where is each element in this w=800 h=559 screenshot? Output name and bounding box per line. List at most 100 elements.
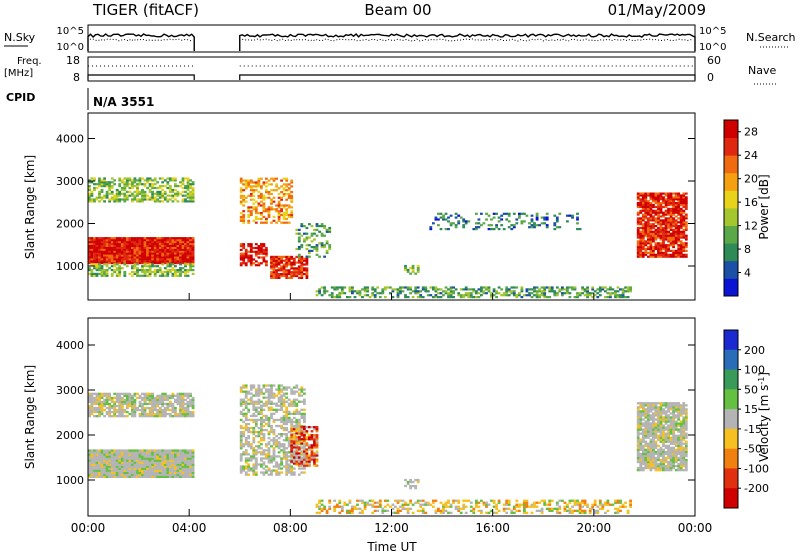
heatmap-cell	[166, 456, 169, 458]
heatmap-cell	[569, 286, 572, 288]
heatmap-cell	[298, 421, 301, 423]
heatmap-cell	[169, 252, 172, 254]
heatmap-cell	[263, 451, 266, 453]
heatmap-cell	[184, 399, 187, 401]
heatmap-cell	[660, 210, 663, 212]
heatmap-cell	[290, 185, 293, 187]
heatmap-cell	[652, 206, 655, 208]
heatmap-cell	[672, 219, 675, 221]
heatmap-cell	[93, 273, 96, 275]
heatmap-cell	[250, 388, 253, 390]
heatmap-cell	[414, 292, 417, 294]
heatmap-cell	[164, 399, 167, 401]
heatmap-cell	[341, 508, 344, 510]
heatmap-cell	[131, 258, 134, 260]
heatmap-cell	[250, 195, 253, 197]
heatmap-cell	[419, 504, 422, 506]
heatmap-cell	[465, 512, 468, 514]
heatmap-cell	[432, 502, 435, 504]
heatmap-cell	[300, 401, 303, 403]
heatmap-cell	[526, 290, 529, 292]
heatmap-cell	[136, 453, 139, 455]
heatmap-cell	[655, 233, 658, 235]
heatmap-cell	[106, 183, 109, 185]
heatmap-cell	[98, 403, 101, 405]
heatmap-cell	[300, 275, 303, 277]
heatmap-cell	[164, 197, 167, 199]
heatmap-cell	[164, 251, 167, 253]
heatmap-cell	[250, 260, 253, 262]
heatmap-cell	[129, 183, 132, 185]
heatmap-cell	[351, 292, 354, 294]
heatmap-cell	[295, 409, 298, 411]
heatmap-cell	[331, 296, 334, 298]
heatmap-cell	[111, 470, 114, 472]
heatmap-cell	[93, 407, 96, 409]
heatmap-cell	[326, 231, 329, 233]
heatmap-cell	[156, 476, 159, 478]
heatmap-cell	[288, 269, 291, 271]
heatmap-cell	[161, 474, 164, 476]
heatmap-cell	[101, 241, 104, 243]
heatmap-cell	[440, 292, 443, 294]
nsearch-trace	[88, 39, 693, 41]
heatmap-cell	[177, 415, 180, 417]
heatmap-cell	[677, 217, 680, 219]
heatmap-cell	[255, 415, 258, 417]
heatmap-cell	[154, 474, 157, 476]
heatmap-cell	[295, 269, 298, 271]
heatmap-cell	[465, 292, 468, 294]
heatmap-cell	[149, 407, 152, 409]
heatmap-cell	[184, 395, 187, 397]
heatmap-cell	[558, 213, 561, 215]
heatmap-cell	[174, 468, 177, 470]
heatmap-cell	[108, 251, 111, 253]
heatmap-cell	[166, 256, 169, 258]
heatmap-cell	[101, 258, 104, 260]
heatmap-cell	[129, 393, 132, 395]
heatmap-cell	[321, 286, 324, 288]
heatmap-cell	[108, 476, 111, 478]
heatmap-cell	[139, 198, 142, 200]
heatmap-cell	[182, 262, 185, 264]
heatmap-cell	[136, 393, 139, 395]
heatmap-cell	[660, 194, 663, 196]
heatmap-cell	[399, 290, 402, 292]
heatmap-cell	[144, 254, 147, 256]
heatmap-cell	[288, 204, 291, 206]
heatmap-cell	[149, 249, 152, 251]
heatmap-cell	[245, 386, 248, 388]
heatmap-cell	[179, 449, 182, 451]
heatmap-cell	[455, 226, 458, 228]
heatmap-cell	[657, 252, 660, 254]
heatmap-cell	[285, 439, 288, 441]
heatmap-cell	[290, 474, 293, 476]
heatmap-cell	[263, 449, 266, 451]
heatmap-cell	[258, 411, 261, 413]
heatmap-cell	[445, 504, 448, 506]
heatmap-cell	[156, 251, 159, 253]
heatmap-cell	[300, 440, 303, 442]
heatmap-cell	[672, 244, 675, 246]
heatmap-cell	[288, 451, 291, 453]
heatmap-cell	[184, 468, 187, 470]
heatmap-cell	[250, 181, 253, 183]
heatmap-cell	[558, 226, 561, 228]
heatmap-cell	[149, 413, 152, 415]
heatmap-cell	[139, 275, 142, 277]
heatmap-cell	[260, 411, 263, 413]
heatmap-cell	[118, 476, 121, 478]
heatmap-cell	[647, 214, 650, 216]
heatmap-cell	[404, 269, 407, 271]
heatmap-cell	[116, 415, 119, 417]
heatmap-cell	[172, 451, 175, 453]
heatmap-cell	[295, 423, 298, 425]
heatmap-cell	[306, 260, 309, 262]
heatmap-cell	[189, 415, 192, 417]
heatmap-cell	[475, 222, 478, 224]
heatmap-cell	[101, 472, 104, 474]
heatmap-cell	[149, 409, 152, 411]
heatmap-cell	[662, 229, 665, 231]
heatmap-cell	[146, 397, 149, 399]
heatmap-cell	[113, 472, 116, 474]
